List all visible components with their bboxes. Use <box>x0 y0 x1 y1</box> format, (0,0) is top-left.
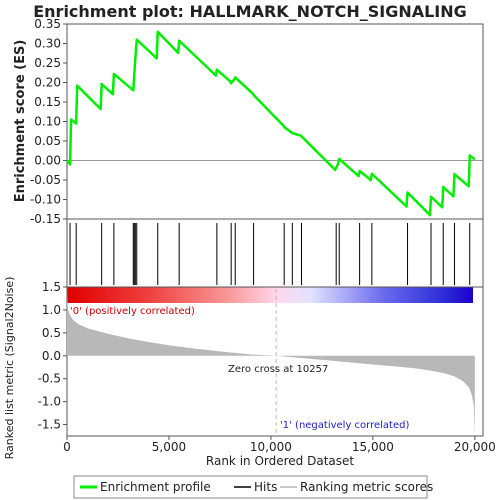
chart-title: Enrichment plot: HALLMARK_NOTCH_SIGNALIN… <box>33 2 467 21</box>
es-y-tick-label: 0.05 <box>34 134 61 148</box>
x-axis: 0 5,000 10,000 15,000 20,000 <box>63 436 496 454</box>
ranking-y-tick-label: -1.0 <box>38 395 61 409</box>
es-y-tick-label: 0.35 <box>34 17 61 31</box>
es-y-tick-label: -0.15 <box>30 212 61 226</box>
ranking-y-tick-label: 1.5 <box>42 280 61 294</box>
ranking-y-axis: -1.5 -1.0 -0.5 0.0 0.5 1.0 1.5 <box>38 280 67 432</box>
ranking-y-tick-label: 0.0 <box>42 349 61 363</box>
enrichment-profile-line <box>66 30 476 217</box>
ranking-metric-fill <box>67 284 475 435</box>
es-y-tick-label: 0.25 <box>34 56 61 70</box>
x-tick-label: 20,000 <box>454 440 496 454</box>
x-tick-label: 0 <box>63 440 71 454</box>
enrichment-profile-series <box>66 30 476 217</box>
x-tick-label: 15,000 <box>352 440 394 454</box>
es-y-tick-label: 0.10 <box>34 115 61 129</box>
heat-bar <box>67 287 473 303</box>
zero-cross-label: Zero cross at 10257 <box>228 364 328 375</box>
es-y-tick-label: -0.05 <box>30 173 61 187</box>
legend-ranking-label: Ranking metric scores <box>300 480 433 494</box>
es-y-tick-label: 0.20 <box>34 76 61 90</box>
ranking-y-tick-label: 1.0 <box>42 303 61 317</box>
ranking-y-axis-title: Ranked list metric (Signal2Noise) <box>3 277 16 460</box>
hits-panel-frame <box>66 218 484 288</box>
positive-correlation-label: '0' (positively correlated) <box>70 306 195 317</box>
x-axis-title: Rank in Ordered Dataset <box>206 454 354 468</box>
x-tick-label: 5,000 <box>152 440 186 454</box>
ranking-y-tick-label: -1.5 <box>38 418 61 432</box>
es-y-tick-label: -0.10 <box>30 193 61 207</box>
ranking-metric-area <box>67 284 475 435</box>
ranking-y-tick-label: 0.5 <box>42 326 61 340</box>
ranking-panel-frame <box>66 286 484 437</box>
ranking-y-tick-label: -0.5 <box>38 372 61 386</box>
es-y-tick-label: 0.00 <box>34 154 61 168</box>
es-y-axis-title: Enrichment score (ES) <box>13 40 28 203</box>
es-y-tick-label: 0.30 <box>34 37 61 51</box>
hits-markers <box>69 223 471 285</box>
legend-enrichment-label: Enrichment profile <box>100 480 211 494</box>
legend-hits-label: Hits <box>254 480 277 494</box>
es-y-axis: -0.15 -0.10 -0.05 0.00 0.05 0.10 0.15 0.20 0.25 0… <box>30 17 67 226</box>
x-tick-label: 10,000 <box>250 440 292 454</box>
negative-correlation-label: '1' (negatively correlated) <box>280 420 409 431</box>
es-panel-frame <box>66 23 484 220</box>
es-y-tick-label: 0.15 <box>34 95 61 109</box>
